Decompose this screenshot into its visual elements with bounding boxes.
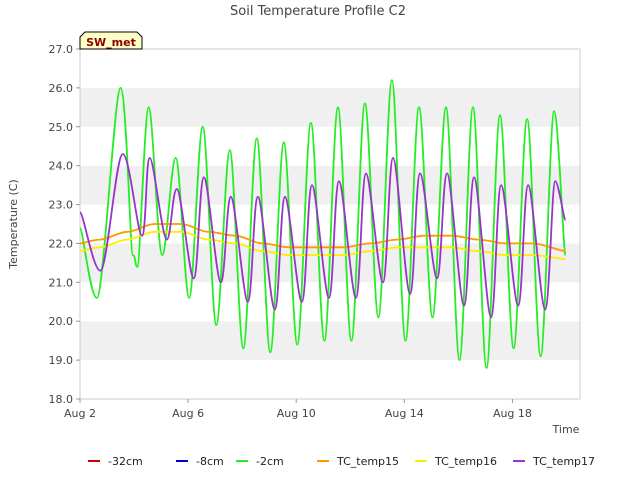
annotation-badge-text: SW_met xyxy=(86,36,136,49)
y-tick-label: 18.0 xyxy=(49,393,74,406)
grid-band xyxy=(80,126,580,166)
y-axis-label: Temperature (C) xyxy=(7,179,20,269)
grid-band xyxy=(80,87,580,127)
y-tick-label: 24.0 xyxy=(49,160,74,173)
x-tick-label: Aug 18 xyxy=(493,407,532,420)
legend-label: TC_temp15 xyxy=(336,455,399,468)
x-tick-label: Aug 10 xyxy=(277,407,316,420)
y-axis: 18.0 19.0 20.0 21.0 22.0 23.0 24.0 25.0 26.0 27.0 xyxy=(49,43,80,406)
series-line-tc-temp16 xyxy=(80,230,566,260)
grid-band xyxy=(80,360,580,399)
legend: -32cm -8cm -2cm TC_temp15 TC_temp16 TC_temp17 xyxy=(88,455,595,468)
x-tick-label: Aug 2 xyxy=(64,407,96,420)
series-line-tc-temp15 xyxy=(80,223,566,253)
grid-band xyxy=(80,321,580,361)
x-tick-label: Aug 14 xyxy=(385,407,424,420)
y-tick-label: 22.0 xyxy=(49,237,74,250)
y-tick-label: 27.0 xyxy=(49,43,74,56)
legend-label: TC_temp16 xyxy=(434,455,497,468)
series-line-tc-temp17 xyxy=(80,153,567,319)
series-line--2cm xyxy=(80,79,567,369)
y-tick-label: 26.0 xyxy=(49,82,74,95)
legend-label: -32cm xyxy=(108,455,143,468)
y-tick-label: 23.0 xyxy=(49,199,74,212)
grid-band xyxy=(80,282,580,322)
x-axis-label: Time xyxy=(552,423,580,436)
x-axis: Aug 2 Aug 6 Aug 10 Aug 14 Aug 18 xyxy=(64,399,532,420)
y-tick-label: 21.0 xyxy=(49,276,74,289)
chart-title: Soil Temperature Profile C2 xyxy=(230,4,406,19)
legend-label: TC_temp17 xyxy=(532,455,595,468)
y-tick-label: 25.0 xyxy=(49,121,74,134)
y-tick-label: 20.0 xyxy=(49,315,74,328)
legend-label: -8cm xyxy=(196,455,224,468)
y-tick-label: 19.0 xyxy=(49,354,74,367)
grid-band xyxy=(80,49,580,88)
annotation-badge: SW_met xyxy=(79,31,143,50)
series-lines xyxy=(80,79,567,369)
x-tick-label: Aug 6 xyxy=(172,407,204,420)
plot-frame xyxy=(79,48,581,400)
legend-label: -2cm xyxy=(256,455,284,468)
annotation-badge-shape xyxy=(79,31,143,50)
